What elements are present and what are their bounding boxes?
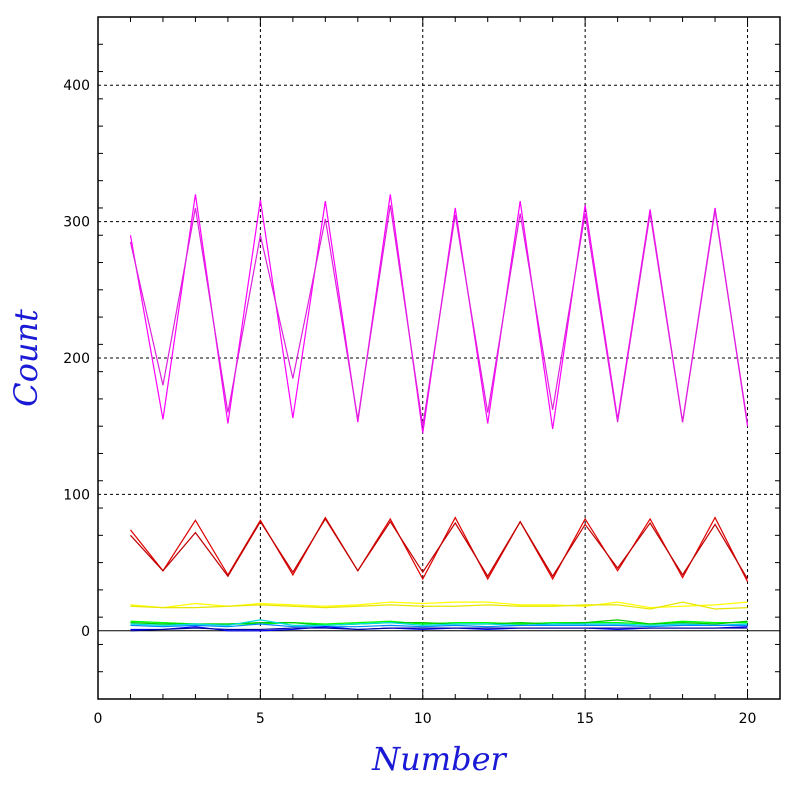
series-line-2 — [129, 205, 749, 427]
series-line-1 — [129, 194, 749, 434]
y-tick-label: 300 — [63, 215, 90, 231]
x-tick-label: 15 — [576, 711, 594, 727]
series-line-9 — [130, 619, 748, 626]
series-lines — [129, 194, 749, 632]
y-tick-label: 200 — [63, 351, 90, 367]
series-line-10 — [130, 623, 748, 628]
series-line-8 — [130, 619, 748, 626]
y-tick-label: 0 — [81, 624, 90, 640]
x-tick-label: 10 — [414, 711, 432, 727]
y-tick-label: 400 — [63, 78, 90, 94]
grid — [98, 17, 780, 699]
x-tick-label: 5 — [256, 711, 265, 727]
series-line-3 — [130, 516, 749, 582]
y-tick-label: 100 — [63, 487, 90, 503]
series-line-6 — [130, 601, 748, 610]
x-tick-label: 20 — [739, 711, 757, 727]
series-line-12 — [130, 627, 748, 632]
series-line-4 — [130, 517, 749, 580]
plot-frame — [97, 16, 781, 700]
y-axis-title: Count — [7, 309, 45, 407]
x-axis-title: Number — [371, 740, 507, 778]
x-tick-label: 0 — [94, 711, 103, 727]
tick-marks — [97, 16, 781, 700]
